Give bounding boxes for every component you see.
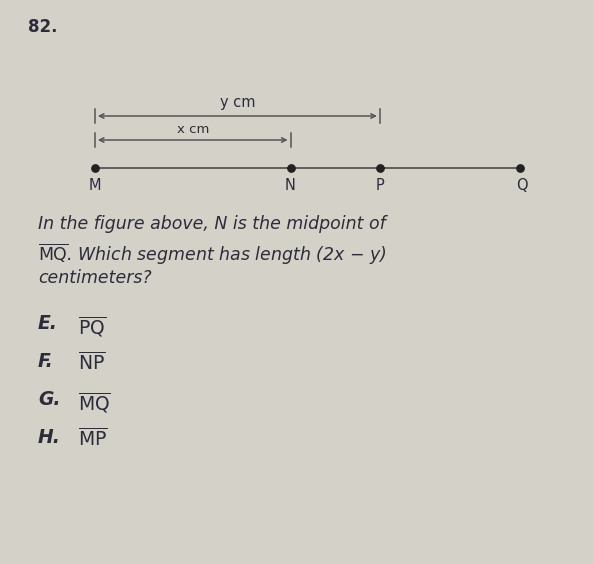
Text: H.: H. <box>38 428 61 447</box>
Text: $\overline{\mathrm{MQ}}$: $\overline{\mathrm{MQ}}$ <box>78 390 111 414</box>
Text: N: N <box>285 178 296 193</box>
Text: Q: Q <box>516 178 528 193</box>
Text: M: M <box>89 178 101 193</box>
Text: $\overline{\mathrm{MP}}$: $\overline{\mathrm{MP}}$ <box>78 428 107 450</box>
Text: centimeters?: centimeters? <box>38 269 152 287</box>
Point <box>515 164 525 173</box>
Point <box>286 164 295 173</box>
Text: G.: G. <box>38 390 60 409</box>
Point <box>90 164 100 173</box>
Text: x cm: x cm <box>177 123 209 136</box>
Text: $\overline{\mathrm{PQ}}$: $\overline{\mathrm{PQ}}$ <box>78 314 106 338</box>
Point <box>375 164 384 173</box>
Text: F.: F. <box>38 352 54 371</box>
Text: $\overline{\mathrm{MQ}}$. Which segment has length (2x − y): $\overline{\mathrm{MQ}}$. Which segment … <box>38 242 387 267</box>
Text: 82.: 82. <box>28 18 58 36</box>
Text: E.: E. <box>38 314 58 333</box>
Text: In the figure above, N is the midpoint of: In the figure above, N is the midpoint o… <box>38 215 386 233</box>
Text: $\overline{\mathrm{NP}}$: $\overline{\mathrm{NP}}$ <box>78 352 106 374</box>
Text: P: P <box>375 178 384 193</box>
Text: y cm: y cm <box>219 95 255 110</box>
